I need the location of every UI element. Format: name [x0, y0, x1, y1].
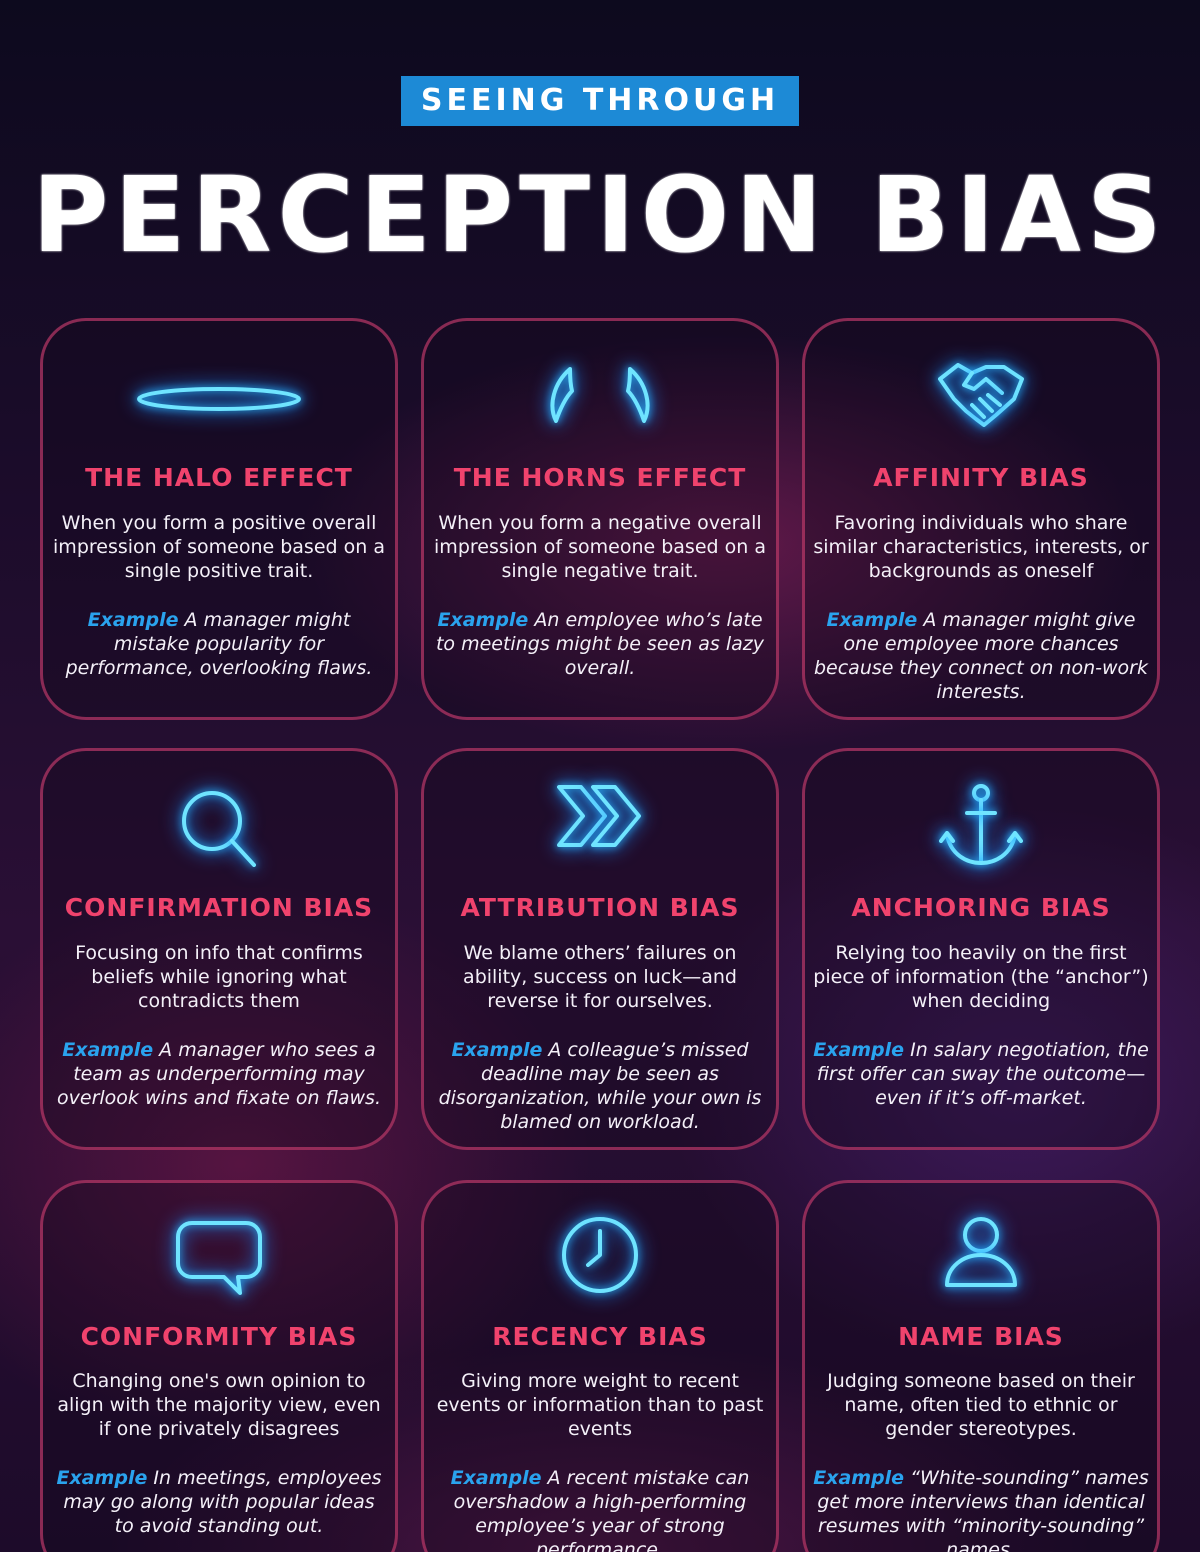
- card-anchoring-bias: ANCHORING BIAS Relying too heavily on th…: [802, 748, 1160, 1150]
- card-name-bias: NAME BIAS Judging someone based on their…: [802, 1180, 1160, 1552]
- card-example: Example In salary negotiation, the first…: [813, 1038, 1149, 1110]
- card-title: CONFORMITY BIAS: [80, 1322, 358, 1351]
- kicker-label: SEEING THROUGH: [400, 76, 800, 126]
- handshake-icon: [805, 359, 1157, 437]
- example-text: A colleague’s missed deadline may be see…: [438, 1039, 762, 1133]
- card-title: CONFIRMATION BIAS: [64, 893, 374, 922]
- card-example: Example An employee who’s late to meetin…: [432, 608, 768, 680]
- example-text: A manager might give one employee more c…: [813, 609, 1148, 703]
- example-label: Example: [437, 609, 529, 631]
- example-label: Example: [87, 609, 179, 631]
- example-label: Example: [813, 1467, 905, 1489]
- chevrons-icon: [424, 781, 776, 851]
- clock-icon: [424, 1213, 776, 1297]
- card-halo-effect: THE HALO EFFECT When you form a positive…: [40, 318, 398, 720]
- card-title: THE HORNS EFFECT: [453, 463, 747, 492]
- card-title: RECENCY BIAS: [492, 1322, 708, 1351]
- page-title: PERCEPTION BIAS: [32, 154, 1168, 276]
- example-label: Example: [451, 1039, 543, 1061]
- card-example: Example A manager might mistake populari…: [51, 608, 387, 680]
- card-affinity-bias: AFFINITY BIAS Favoring individuals who s…: [802, 318, 1160, 720]
- card-example: Example A recent mistake can overshadow …: [432, 1466, 768, 1552]
- anchor-icon: [805, 783, 1157, 869]
- example-text: An employee who’s late to meetings might…: [435, 609, 765, 679]
- card-example: Example In meetings, employees may go al…: [51, 1466, 387, 1538]
- card-description: When you form a positive overall impress…: [53, 512, 385, 582]
- card-description: We blame others’ failures on ability, su…: [463, 942, 737, 1012]
- card-title: THE HALO EFFECT: [85, 463, 353, 492]
- card-description: Judging someone based on their name, oft…: [827, 1370, 1135, 1440]
- magnifier-icon: [43, 779, 395, 875]
- card-attribution-bias: ATTRIBUTION BIAS We blame others’ failur…: [421, 748, 779, 1150]
- person-icon: [805, 1215, 1157, 1289]
- card-description: Giving more weight to recent events or i…: [436, 1370, 764, 1440]
- card-description: Favoring individuals who share similar c…: [813, 512, 1149, 582]
- card-title: ANCHORING BIAS: [851, 893, 1111, 922]
- card-description: When you form a negative overall impress…: [434, 512, 766, 582]
- example-label: Example: [813, 1039, 905, 1061]
- card-title: NAME BIAS: [898, 1322, 1064, 1351]
- card-example: Example A manager who sees a team as und…: [51, 1038, 387, 1110]
- card-confirmation-bias: CONFIRMATION BIAS Focusing on info that …: [40, 748, 398, 1150]
- example-text: “White-sounding” names get more intervie…: [817, 1467, 1149, 1552]
- card-recency-bias: RECENCY BIAS Giving more weight to recen…: [421, 1180, 779, 1552]
- example-label: Example: [450, 1467, 542, 1489]
- card-example: Example A manager might give one employe…: [813, 608, 1149, 704]
- kicker-wrap: SEEING THROUGH: [0, 76, 1200, 126]
- halo-icon: [43, 379, 395, 419]
- example-label: Example: [56, 1467, 148, 1489]
- card-example: Example A colleague’s missed deadline ma…: [432, 1038, 768, 1134]
- card-description: Changing one's own opinion to align with…: [57, 1370, 381, 1440]
- example-text: A manager who sees a team as underperfor…: [57, 1039, 381, 1109]
- speech-bubble-icon: [43, 1219, 395, 1299]
- card-description: Relying too heavily on the first piece o…: [813, 942, 1149, 1012]
- card-title: AFFINITY BIAS: [873, 463, 1089, 492]
- example-text: A recent mistake can overshadow a high-p…: [453, 1467, 750, 1552]
- example-text: A manager might mistake popularity for p…: [65, 609, 373, 679]
- example-text: In meetings, employees may go along with…: [63, 1467, 382, 1537]
- horns-icon: [424, 361, 776, 431]
- example-text: In salary negotiation, the first offer c…: [816, 1039, 1149, 1109]
- card-conformity-bias: CONFORMITY BIAS Changing one's own opini…: [40, 1180, 398, 1552]
- card-description: Focusing on info that confirms beliefs w…: [75, 942, 363, 1012]
- example-label: Example: [62, 1039, 154, 1061]
- card-example: Example “White-sounding” names get more …: [813, 1466, 1149, 1552]
- example-label: Example: [826, 609, 918, 631]
- card-horns-effect: THE HORNS EFFECT When you form a negativ…: [421, 318, 779, 720]
- card-title: ATTRIBUTION BIAS: [460, 893, 740, 922]
